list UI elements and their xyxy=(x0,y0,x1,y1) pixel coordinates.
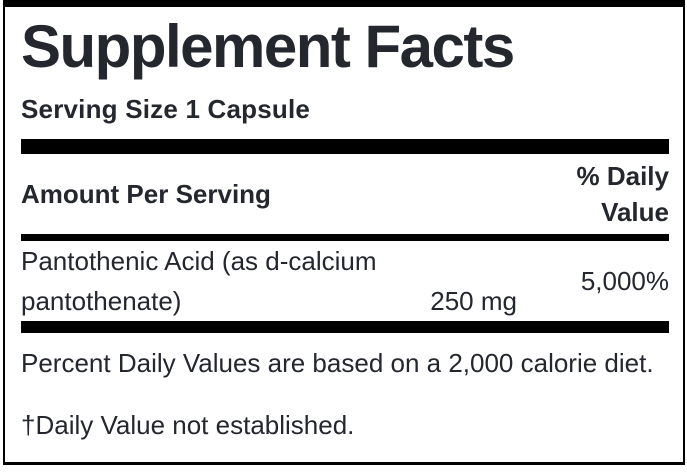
divider-medium-header xyxy=(21,234,669,241)
nutrient-amount: 250 mg xyxy=(430,286,517,316)
nutrient-daily-value: 5,000% xyxy=(580,265,669,296)
percent-daily-value-header: % Daily Value xyxy=(576,161,670,227)
nutrient-name-line-1: Pantothenic Acid (as d-calcium xyxy=(21,246,377,276)
nutrient-name-continued: pantothenate) xyxy=(21,286,182,316)
divider-heavy-bottom xyxy=(21,321,669,333)
nutrient-name-line-2: pantothenate) 250 mg xyxy=(21,281,529,321)
supplement-facts-panel: Supplement Facts Serving Size 1 Capsule … xyxy=(3,0,685,465)
footnote-daily-value-not-established: †Daily Value not established. xyxy=(21,410,355,440)
amount-per-serving-header: Amount Per Serving xyxy=(21,178,271,209)
nutrient-name: Pantothenic Acid (as d-calcium pantothen… xyxy=(21,241,529,321)
table-header-row: Amount Per Serving % Daily Value xyxy=(21,154,669,234)
panel-title: Supplement Facts xyxy=(21,13,515,80)
table-row: Pantothenic Acid (as d-calcium pantothen… xyxy=(21,241,669,321)
serving-size-text: Serving Size 1 Capsule xyxy=(21,94,311,124)
footnote-percent-daily-values: Percent Daily Values are based on a 2,00… xyxy=(21,348,654,378)
divider-heavy-top xyxy=(21,139,669,154)
